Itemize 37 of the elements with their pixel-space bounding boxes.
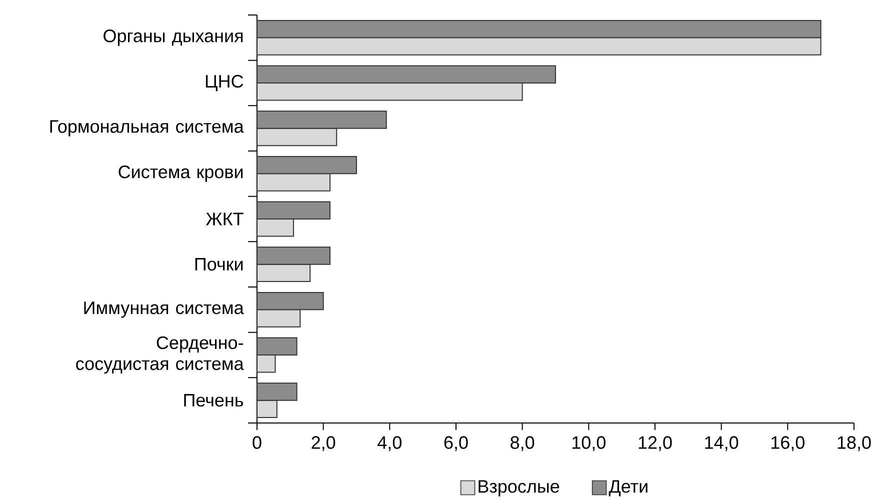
bar: [257, 292, 324, 310]
legend-label: Дети: [608, 480, 648, 496]
bar: [257, 37, 822, 56]
x-tick-label: 6,0: [444, 436, 468, 452]
y-tick-label: Гормональная система: [50, 120, 244, 136]
y-tick-label: ЖКТ: [206, 212, 244, 226]
x-tick-label: 10,0: [572, 436, 606, 452]
bar: [257, 156, 357, 174]
y-tick-label: Органы дыхания: [104, 30, 243, 46]
y-tick-label: Почки: [195, 258, 243, 271]
y-tick-label: Система крови: [118, 166, 243, 182]
legend-label: Взрослые: [478, 480, 560, 496]
x-tick-label: 8,0: [510, 436, 534, 452]
x-tick-label: 4,0: [378, 436, 402, 452]
bar: [257, 382, 298, 401]
y-tick-label: Печень: [184, 394, 244, 407]
bar: [257, 65, 556, 84]
bar: [257, 201, 330, 220]
y-tick-label: Иммунная система: [84, 302, 244, 318]
bar: [257, 246, 330, 265]
x-tick-label: 12,0: [638, 436, 672, 452]
x-tick-label: 18,0: [838, 436, 871, 452]
bar: [257, 337, 298, 356]
bar: [257, 110, 387, 129]
x-tick-label: 2,0: [312, 436, 336, 452]
bar: [257, 264, 311, 282]
y-tick-label: ЦНС: [206, 74, 244, 92]
bar: [257, 20, 822, 38]
y-tick-label: Сердечно-сосудистая система: [76, 336, 244, 374]
x-tick-label: 14,0: [705, 436, 738, 452]
x-tick-label: 0: [252, 436, 262, 449]
bar: [257, 82, 523, 101]
x-tick-label: 16,0: [772, 436, 804, 452]
bar: [257, 218, 294, 237]
bar: [257, 173, 330, 192]
bar: [257, 128, 338, 146]
bar: [257, 309, 301, 328]
